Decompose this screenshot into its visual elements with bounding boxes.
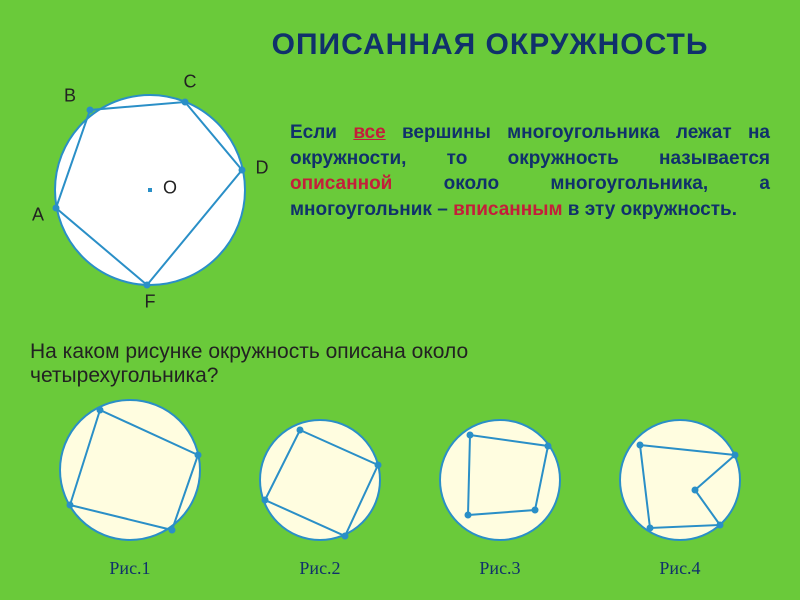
figure-svg-f3 (430, 410, 570, 550)
figure-svg-f1 (50, 390, 210, 550)
figure-caption-f1: Рис.1 (109, 558, 150, 579)
page-title: ОПИСАННАЯ ОКРУЖНОСТЬ (200, 28, 780, 62)
def-described: описанной (290, 173, 392, 194)
figures-row: Рис.1 Рис.2 Рис.3 Рис.4 (0, 390, 800, 579)
question-line2: четырехугольника? (30, 364, 468, 388)
question-text: На каком рисунке окружность описана окол… (30, 340, 468, 388)
vertex-label-O: O (163, 178, 177, 199)
vertex-label-D: D (256, 158, 269, 179)
figure-caption-f4: Рис.4 (659, 558, 700, 579)
main-diagram-svg (20, 60, 280, 320)
figure-caption-f3: Рис.3 (479, 558, 520, 579)
vertex-label-F: F (145, 292, 156, 313)
figure-f3: Рис.3 (430, 410, 570, 579)
figure-f4: Рис.4 (610, 410, 750, 579)
vertex-label-C: C (184, 72, 197, 93)
vertex-label-B: B (64, 86, 76, 107)
figure-caption-f2: Рис.2 (299, 558, 340, 579)
figure-svg-f4 (610, 410, 750, 550)
vertex-label-A: A (32, 205, 44, 226)
question-line1: На каком рисунке окружность описана окол… (30, 340, 468, 364)
definition-text: Если все вершины многоугольника лежат на… (290, 120, 770, 223)
def-p1: Если (290, 122, 353, 143)
figure-f2: Рис.2 (250, 410, 390, 579)
def-p4: в эту окружность. (563, 199, 738, 220)
main-diagram: A B C D F O (20, 60, 280, 320)
figure-f1: Рис.1 (50, 390, 210, 579)
def-inscribed: вписанным (453, 199, 562, 220)
def-all: все (353, 122, 385, 143)
figure-svg-f2 (250, 410, 390, 550)
